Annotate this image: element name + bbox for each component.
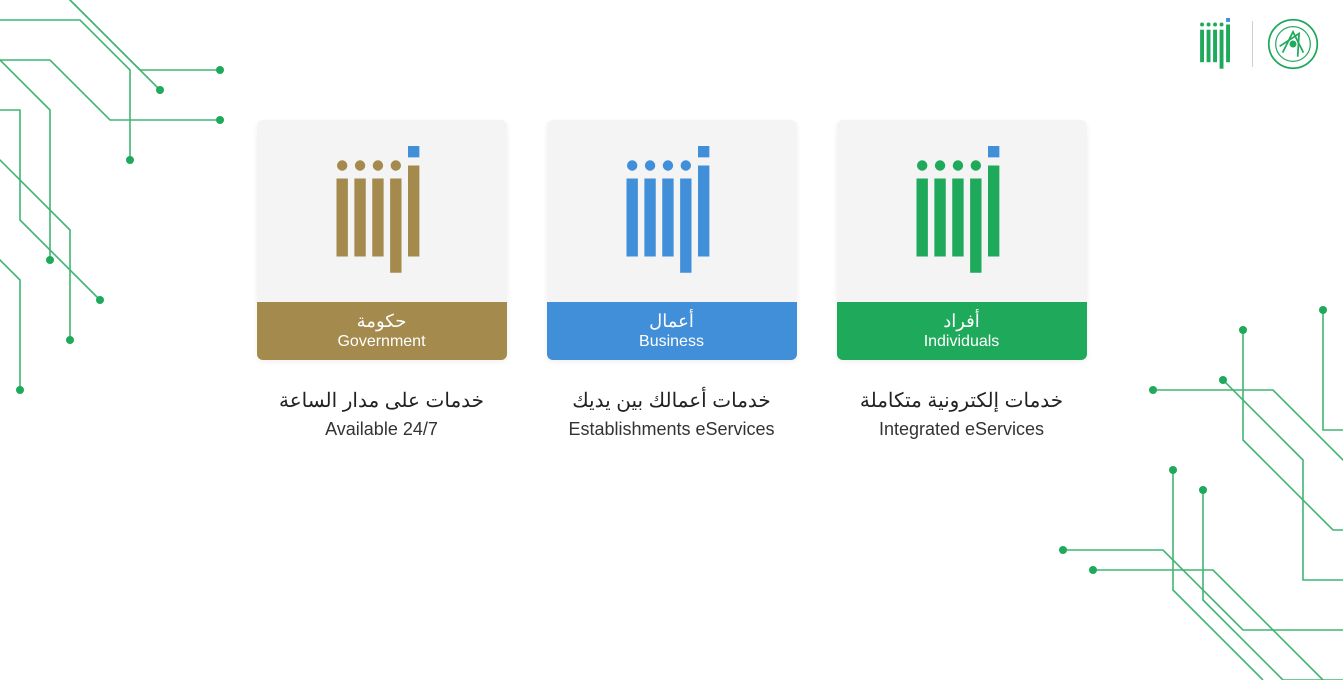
absher-glyph-icon xyxy=(617,146,727,276)
card-caption-en: Available 24/7 xyxy=(279,419,484,440)
service-cards-row: حكومة Government خدمات على مدار الساعة A… xyxy=(257,120,1087,440)
card-title-ar: أعمال xyxy=(649,311,694,333)
card-title-ar: أفراد xyxy=(943,311,980,333)
card-government[interactable]: حكومة Government خدمات على مدار الساعة A… xyxy=(257,120,507,440)
absher-logo-icon xyxy=(1196,18,1238,70)
header xyxy=(1196,18,1319,70)
card-caption-ar: خدمات على مدار الساعة xyxy=(279,388,484,413)
card-caption-ar: خدمات إلكترونية متكاملة xyxy=(860,388,1063,413)
card-caption-en: Integrated eServices xyxy=(860,419,1063,440)
moi-emblem-icon xyxy=(1267,18,1319,70)
card-individuals[interactable]: أفراد Individuals خدمات إلكترونية متكامل… xyxy=(837,120,1087,440)
card-title-ar: حكومة xyxy=(357,311,407,333)
absher-glyph-icon xyxy=(327,146,437,276)
card-title-en: Business xyxy=(639,332,704,351)
card-title-en: Individuals xyxy=(924,332,1000,351)
absher-glyph-icon xyxy=(907,146,1017,276)
card-caption-en: Establishments eServices xyxy=(568,419,774,440)
card-title-en: Government xyxy=(337,332,425,351)
header-separator xyxy=(1252,21,1253,67)
card-caption-ar: خدمات أعمالك بين يديك xyxy=(568,388,774,413)
card-business[interactable]: أعمال Business خدمات أعمالك بين يديك Est… xyxy=(547,120,797,440)
